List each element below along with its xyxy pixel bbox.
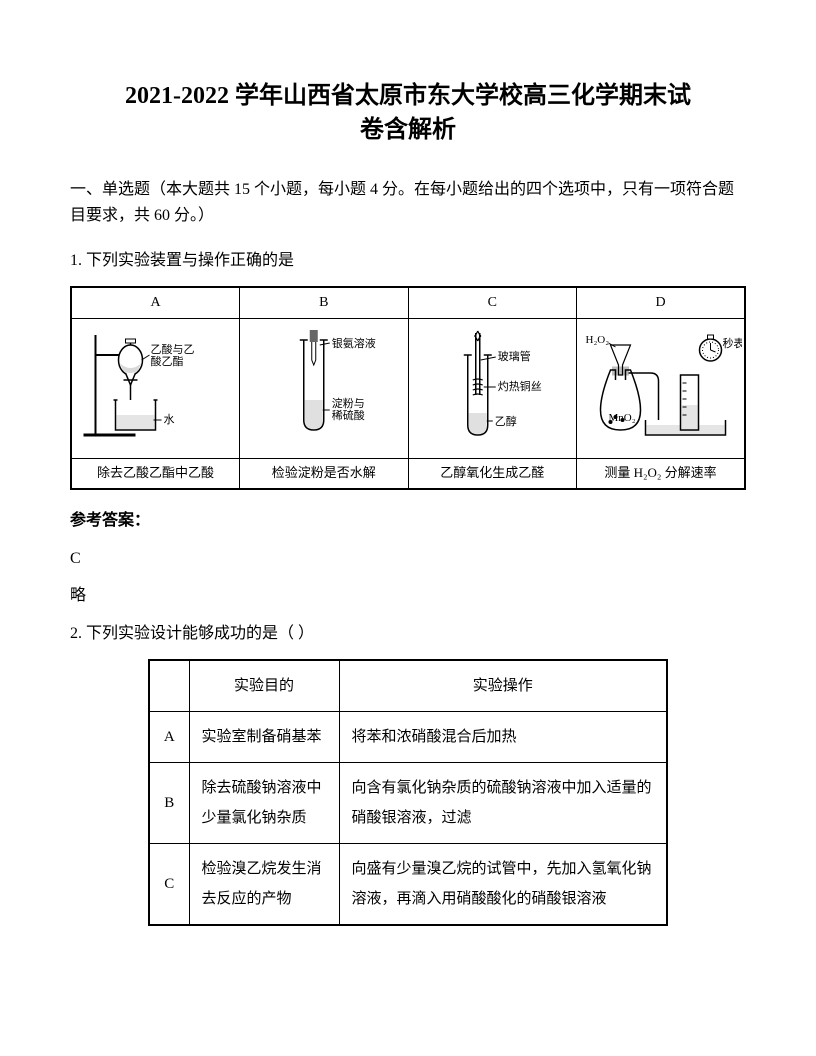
answer-label: 参考答案：	[70, 508, 746, 534]
q2-header-op: 实验操作	[339, 660, 667, 712]
title-line-1: 2021-2022 学年山西省太原市东大学校高三化学期末试	[125, 83, 691, 109]
q1-header-d: D	[577, 287, 746, 319]
q1-caption-d: 测量 H₂O₂ 分解速率	[577, 459, 746, 489]
svg-text:银氨溶液: 银氨溶液	[332, 336, 376, 350]
q2-b-op: 向含有氯化钠杂质的硫酸钠溶液中加入适量的硝酸银溶液，过滤	[339, 762, 667, 843]
q2-a-purpose: 实验室制备硝基苯	[189, 711, 339, 762]
question-2-stem: 2. 下列实验设计能够成功的是（ ）	[70, 621, 746, 647]
svg-text:玻璃管: 玻璃管	[497, 349, 530, 363]
q1-header-a: A	[71, 287, 240, 319]
q2-b-purpose: 除去硫酸钠溶液中少量氯化钠杂质	[189, 762, 339, 843]
svg-text:水: 水	[164, 413, 175, 426]
q1-fig-d: H₂O₂ 秒表 MnO₂	[577, 319, 746, 459]
title-line-2: 卷含解析	[360, 117, 456, 143]
q1-caption-c: 乙醇氧化生成乙醛	[408, 459, 577, 489]
q2-a-op: 将苯和浓硝酸混合后加热	[339, 711, 667, 762]
apparatus-a-icon: 乙酸与乙 酸乙酯 水	[74, 325, 237, 445]
q1-fig-b: 银氨溶液 淀粉与 稀硫酸	[240, 319, 409, 459]
q2-header-purpose: 实验目的	[189, 660, 339, 712]
q1-caption-row: 除去乙酸乙酯中乙酸 检验淀粉是否水解 乙醇氧化生成乙醛 测量 H₂O₂ 分解速率	[71, 459, 745, 489]
q1-header-b: B	[240, 287, 409, 319]
svg-text:MnO₂: MnO₂	[609, 412, 636, 424]
q2-row-c: C 检验溴乙烷发生消去反应的产物 向盛有少量溴乙烷的试管中，先加入氢氧化钠溶液，…	[149, 843, 667, 925]
q1-fig-c: 玻璃管 灼热铜丝 乙醇	[408, 319, 577, 459]
q2-b-label: B	[149, 762, 189, 843]
q1-answer: C	[70, 546, 746, 572]
q2-c-purpose: 检验溴乙烷发生消去反应的产物	[189, 843, 339, 925]
svg-text:灼热铜丝: 灼热铜丝	[497, 379, 541, 393]
question-1-stem: 1. 下列实验装置与操作正确的是	[70, 248, 746, 274]
svg-text:淀粉与: 淀粉与	[332, 396, 365, 410]
apparatus-b-icon: 银氨溶液 淀粉与 稀硫酸	[242, 325, 406, 445]
q2-header-blank	[149, 660, 189, 712]
q1-figure-row: 乙酸与乙 酸乙酯 水 银氨溶液 淀粉与	[71, 319, 745, 459]
apparatus-c-icon: 玻璃管 灼热铜丝 乙醇	[411, 325, 575, 445]
section-1-heading: 一、单选题（本大题共 15 个小题，每小题 4 分。在每小题给出的四个选项中，只…	[70, 177, 746, 228]
q2-c-op: 向盛有少量溴乙烷的试管中，先加入氢氧化钠溶液，再滴入用硝酸酸化的硝酸银溶液	[339, 843, 667, 925]
q2-a-label: A	[149, 711, 189, 762]
svg-text:乙醇: 乙醇	[494, 414, 516, 428]
q1-caption-b: 检验淀粉是否水解	[240, 459, 409, 489]
q1-header-c: C	[408, 287, 577, 319]
svg-text:稀硫酸: 稀硫酸	[332, 408, 365, 422]
q2-c-label: C	[149, 843, 189, 925]
q1-header-row: A B C D	[71, 287, 745, 319]
svg-text:酸乙酯: 酸乙酯	[151, 354, 184, 368]
q1-fig-a: 乙酸与乙 酸乙酯 水	[71, 319, 240, 459]
q1-caption-a: 除去乙酸乙酯中乙酸	[71, 459, 240, 489]
svg-text:乙酸与乙: 乙酸与乙	[151, 342, 195, 356]
svg-text:秒表: 秒表	[723, 336, 743, 350]
svg-text:H₂O₂: H₂O₂	[586, 334, 610, 346]
q1-brief: 略	[70, 583, 746, 609]
q1-figure-table: A B C D	[70, 286, 746, 490]
q2-row-a: A 实验室制备硝基苯 将苯和浓硝酸混合后加热	[149, 711, 667, 762]
q2-table: 实验目的 实验操作 A 实验室制备硝基苯 将苯和浓硝酸混合后加热 B 除去硫酸钠…	[148, 659, 668, 926]
q2-row-b: B 除去硫酸钠溶液中少量氯化钠杂质 向含有氯化钠杂质的硫酸钠溶液中加入适量的硝酸…	[149, 762, 667, 843]
apparatus-d-icon: H₂O₂ 秒表 MnO₂	[579, 325, 742, 445]
q2-header-row: 实验目的 实验操作	[149, 660, 667, 712]
page-title: 2021-2022 学年山西省太原市东大学校高三化学期末试 卷含解析	[70, 80, 746, 147]
